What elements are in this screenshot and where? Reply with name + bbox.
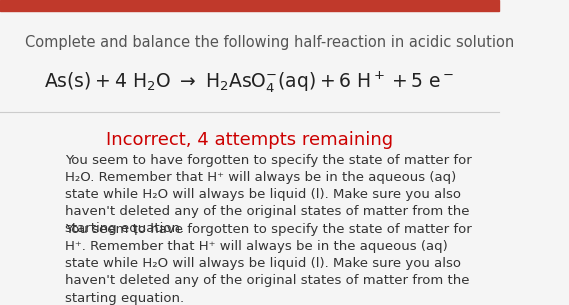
Text: H⁺. Remember that H⁺ will always be in the aqueous (aq): H⁺. Remember that H⁺ will always be in t…: [65, 240, 448, 253]
Text: haven't deleted any of the original states of matter from the: haven't deleted any of the original stat…: [65, 206, 469, 218]
Text: starting equation.: starting equation.: [65, 222, 184, 235]
Text: haven't deleted any of the original states of matter from the: haven't deleted any of the original stat…: [65, 274, 469, 288]
Text: H₂O. Remember that H⁺ will always be in the aqueous (aq): H₂O. Remember that H⁺ will always be in …: [65, 171, 456, 184]
Text: $\mathregular{As(s) + 4\ H_2O\ \rightarrow\ H_2AsO_4^{-}(aq) + 6\ H^+ + 5\ e^-}$: $\mathregular{As(s) + 4\ H_2O\ \rightarr…: [44, 70, 455, 95]
Text: You seem to have forgotten to specify the state of matter for: You seem to have forgotten to specify th…: [65, 154, 472, 167]
Text: Incorrect, 4 attempts remaining: Incorrect, 4 attempts remaining: [106, 131, 393, 149]
Text: starting equation.: starting equation.: [65, 292, 184, 304]
Text: state while H₂O will always be liquid (l). Make sure you also: state while H₂O will always be liquid (l…: [65, 188, 461, 201]
Text: You seem to have forgotten to specify the state of matter for: You seem to have forgotten to specify th…: [65, 223, 472, 236]
FancyBboxPatch shape: [0, 0, 498, 11]
Text: Complete and balance the following half-reaction in acidic solution: Complete and balance the following half-…: [25, 35, 514, 50]
Text: state while H₂O will always be liquid (l). Make sure you also: state while H₂O will always be liquid (l…: [65, 257, 461, 271]
